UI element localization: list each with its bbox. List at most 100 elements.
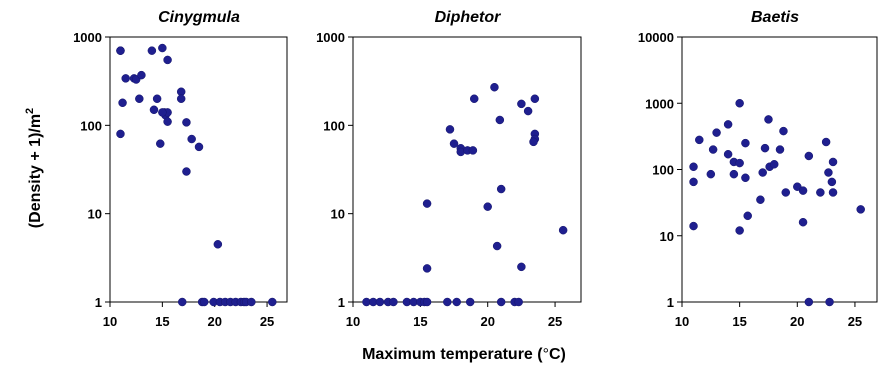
y-tick-label: 10000 bbox=[638, 30, 674, 45]
y-axis-label: (Density + 1)/m2 bbox=[24, 108, 44, 228]
data-point bbox=[182, 167, 191, 176]
x-tick-label: 20 bbox=[790, 314, 804, 329]
data-point bbox=[816, 188, 825, 197]
y-tick-label: 1 bbox=[338, 295, 345, 310]
data-point bbox=[735, 226, 744, 235]
data-point bbox=[741, 138, 750, 148]
data-point bbox=[523, 106, 533, 116]
data-point bbox=[821, 137, 831, 147]
data-point bbox=[199, 297, 209, 307]
data-point bbox=[163, 117, 172, 126]
data-point bbox=[798, 217, 808, 227]
data-point bbox=[247, 297, 256, 307]
data-point bbox=[514, 297, 523, 307]
data-point bbox=[496, 297, 506, 307]
data-point bbox=[422, 297, 432, 307]
data-point bbox=[708, 145, 718, 154]
data-point bbox=[723, 120, 733, 129]
x-axis-label-main: Maximum temperature ( bbox=[362, 346, 543, 363]
data-point bbox=[422, 264, 432, 273]
x-axis-label-end: C) bbox=[549, 346, 566, 363]
data-point bbox=[121, 74, 130, 83]
data-point bbox=[825, 297, 834, 307]
data-point bbox=[735, 99, 744, 108]
data-point bbox=[116, 129, 125, 139]
data-point bbox=[828, 157, 838, 167]
data-point bbox=[452, 297, 461, 307]
data-point bbox=[213, 240, 223, 249]
y-axis-label-main: (Density + 1)/m bbox=[27, 114, 44, 228]
data-point bbox=[689, 162, 698, 172]
y-tick-label: 10 bbox=[88, 207, 102, 222]
x-axis-label-degree: ° bbox=[543, 346, 549, 363]
data-point bbox=[147, 46, 157, 55]
y-tick-label: 100 bbox=[80, 118, 102, 133]
y-tick-label: 10 bbox=[331, 207, 345, 222]
data-point bbox=[152, 94, 162, 103]
data-point bbox=[529, 137, 538, 147]
data-point bbox=[137, 70, 146, 80]
data-point bbox=[706, 169, 716, 179]
data-point bbox=[756, 195, 765, 204]
x-tick-label: 10 bbox=[346, 314, 360, 329]
data-point bbox=[530, 94, 540, 103]
y-tick-label: 1000 bbox=[645, 96, 674, 111]
data-point bbox=[375, 297, 385, 307]
data-point bbox=[194, 142, 204, 152]
data-point bbox=[135, 94, 144, 103]
data-point bbox=[775, 145, 785, 154]
y-axis-label-superscript: 2 bbox=[24, 108, 36, 114]
y-tick-label: 1 bbox=[95, 295, 102, 310]
data-point bbox=[828, 188, 838, 197]
data-point bbox=[163, 55, 172, 65]
chart-title: Diphetor bbox=[435, 9, 502, 26]
y-tick-label: 1 bbox=[667, 295, 674, 310]
data-point bbox=[764, 115, 773, 124]
data-point bbox=[856, 205, 865, 214]
data-point bbox=[758, 168, 767, 177]
data-point bbox=[483, 202, 492, 211]
data-point bbox=[465, 297, 475, 307]
x-tick-label: 10 bbox=[103, 314, 117, 329]
data-point bbox=[492, 241, 502, 251]
data-point bbox=[735, 158, 744, 168]
data-point bbox=[723, 149, 733, 159]
x-tick-label: 20 bbox=[207, 314, 221, 329]
x-tick-label: 25 bbox=[260, 314, 274, 329]
data-point bbox=[741, 173, 750, 183]
data-point bbox=[712, 128, 721, 137]
data-point bbox=[558, 225, 568, 235]
data-point bbox=[468, 146, 478, 155]
data-point bbox=[517, 262, 526, 272]
data-point bbox=[158, 43, 167, 53]
data-point bbox=[804, 297, 814, 307]
data-point bbox=[182, 118, 191, 127]
x-tick-label: 20 bbox=[480, 314, 494, 329]
x-tick-label: 25 bbox=[848, 314, 862, 329]
data-point bbox=[149, 105, 159, 115]
data-point bbox=[824, 168, 833, 177]
data-point bbox=[177, 297, 187, 307]
plot-frame bbox=[352, 36, 582, 303]
data-point bbox=[443, 297, 452, 307]
y-tick-label: 1000 bbox=[316, 30, 345, 45]
x-tick-label: 15 bbox=[155, 314, 169, 329]
data-point bbox=[490, 82, 499, 92]
data-point bbox=[689, 221, 698, 231]
data-point bbox=[268, 297, 277, 307]
x-tick-label: 15 bbox=[732, 314, 746, 329]
data-point bbox=[517, 99, 526, 109]
x-tick-label: 10 bbox=[675, 314, 689, 329]
data-point bbox=[779, 126, 788, 136]
data-point bbox=[804, 151, 814, 161]
data-point bbox=[156, 139, 165, 148]
data-point bbox=[769, 160, 779, 169]
y-tick-label: 100 bbox=[652, 163, 674, 178]
data-point bbox=[187, 134, 196, 144]
data-point bbox=[176, 94, 186, 103]
y-tick-label: 10 bbox=[660, 229, 674, 244]
plot-frame bbox=[681, 36, 878, 303]
data-point bbox=[760, 143, 770, 153]
